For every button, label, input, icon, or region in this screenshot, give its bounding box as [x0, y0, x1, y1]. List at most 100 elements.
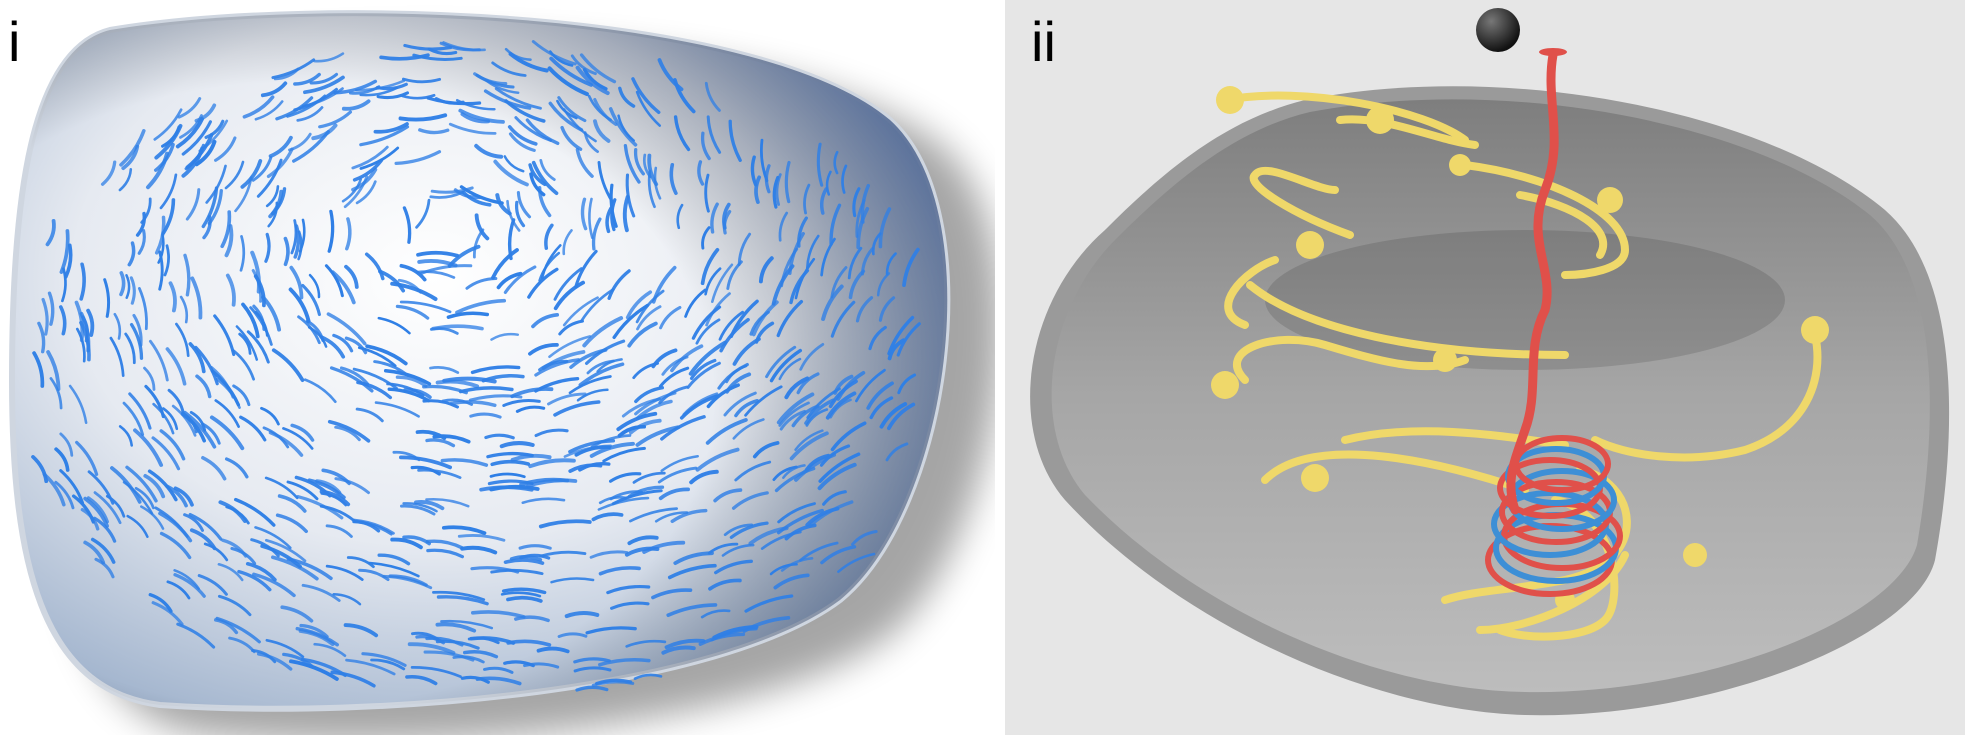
fiber [855, 296, 874, 323]
fiber [118, 425, 133, 447]
fiber [769, 348, 802, 383]
fiber [490, 459, 531, 467]
fiber [234, 176, 253, 213]
fiber [398, 113, 448, 122]
fiber [308, 273, 321, 299]
fiber [698, 632, 746, 646]
fiber [138, 287, 148, 331]
fiber [213, 314, 236, 357]
fiber-vortex-illustration [8, 10, 995, 735]
fiber [632, 471, 666, 484]
fiber [514, 200, 526, 228]
fiber [708, 578, 742, 591]
fiber [181, 412, 206, 443]
fiber [474, 213, 490, 241]
fiber [805, 408, 829, 427]
fiber [593, 119, 611, 143]
fiber [240, 159, 263, 189]
fiber [286, 94, 327, 118]
fiber [516, 190, 532, 219]
fiber [676, 203, 684, 230]
fiber [491, 61, 527, 77]
fiber [118, 168, 133, 192]
fiber [415, 198, 431, 229]
fiber [885, 442, 909, 462]
fiber [446, 311, 490, 319]
fiber [214, 136, 237, 162]
fiber [343, 623, 379, 638]
fiber [772, 175, 780, 209]
fiber [356, 380, 392, 400]
fiber [575, 65, 610, 96]
fiber [352, 367, 398, 390]
fiber [553, 400, 601, 417]
fiber [871, 232, 882, 256]
fiber [588, 197, 594, 240]
fiber [578, 462, 611, 472]
fiber [885, 252, 897, 276]
fiber [751, 300, 779, 337]
fiber [869, 396, 894, 420]
fiber [633, 673, 663, 680]
panel-label-i: i [8, 10, 21, 73]
fiber [631, 77, 661, 115]
fiber [188, 342, 206, 374]
fiber [296, 106, 324, 122]
fiber [610, 601, 650, 610]
fiber [612, 303, 649, 340]
fiber [503, 558, 545, 565]
fiber [829, 203, 842, 246]
fiber [271, 348, 305, 382]
fiber [754, 175, 762, 204]
fiber [760, 530, 802, 550]
fiber [266, 147, 294, 179]
fiber [784, 160, 791, 204]
fiber [183, 513, 204, 532]
fiber [54, 480, 75, 510]
fiber [376, 91, 410, 100]
fiber [241, 302, 260, 339]
fiber [784, 376, 810, 400]
fiber [529, 172, 546, 197]
fiber [484, 433, 515, 440]
fiber [439, 41, 481, 52]
fiber [627, 485, 665, 499]
fiber [661, 645, 696, 655]
fiber [502, 399, 541, 407]
fiber [410, 465, 441, 476]
fiber [296, 495, 344, 520]
fiber [625, 290, 653, 320]
fiber [54, 447, 70, 472]
fiber [61, 267, 67, 303]
fiber [729, 521, 769, 539]
fiber [235, 325, 259, 361]
fiber [508, 52, 549, 73]
fiber [148, 593, 173, 613]
fiber [435, 379, 480, 389]
fiber [794, 257, 816, 300]
fiber [590, 434, 632, 449]
fiber [352, 519, 381, 533]
fiber [442, 376, 497, 384]
fiber [744, 594, 794, 613]
fiber [425, 539, 464, 550]
fiber [721, 543, 755, 557]
fiber [525, 118, 560, 145]
fiber [608, 107, 638, 147]
fiber [271, 555, 319, 581]
fiber [575, 685, 609, 692]
fiber [375, 82, 408, 91]
fiber [860, 184, 870, 224]
fiber [46, 350, 61, 391]
fiber [399, 263, 427, 282]
fiber [327, 209, 335, 253]
fiber [394, 150, 442, 165]
fiber [163, 244, 170, 277]
fiber [59, 229, 70, 274]
fiber [265, 185, 280, 208]
fiber [779, 409, 807, 431]
fiber [666, 603, 718, 617]
fiber [168, 281, 177, 313]
fiber [632, 362, 659, 380]
fiber [194, 345, 219, 386]
